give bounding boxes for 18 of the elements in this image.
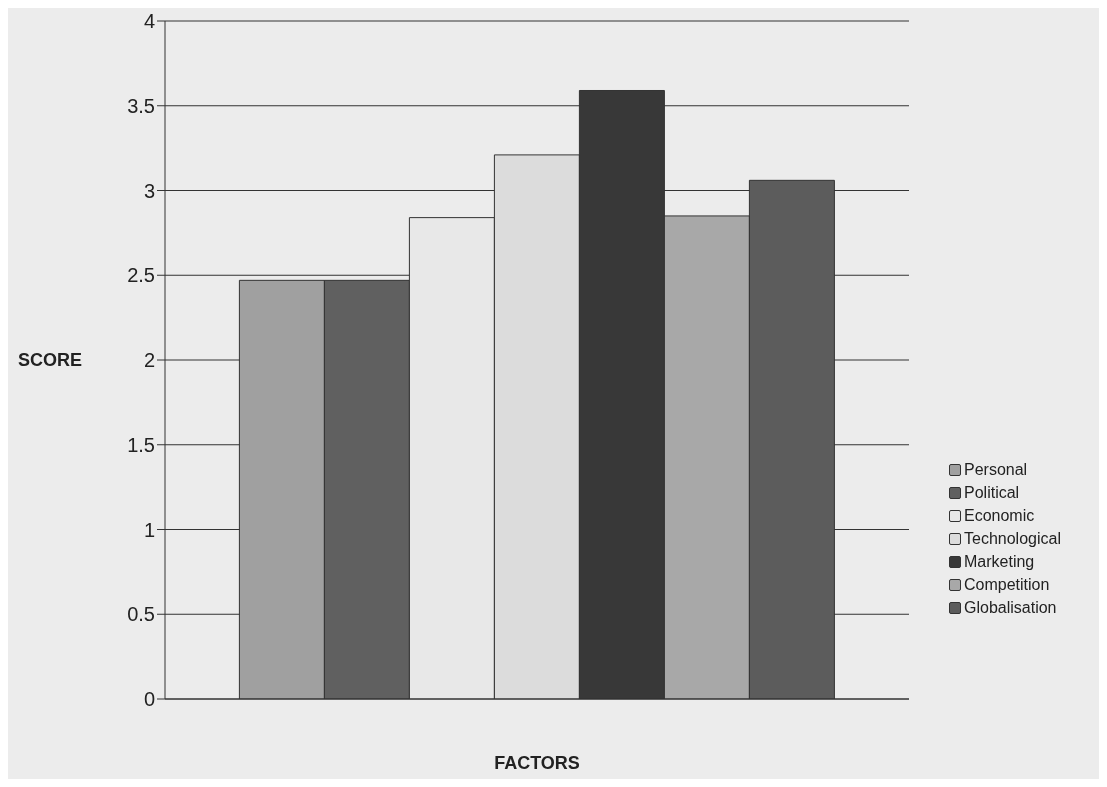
y-axis-title: SCORE xyxy=(18,350,83,370)
y-tick-label: 3 xyxy=(143,179,155,202)
legend-label: Political xyxy=(964,483,1020,501)
legend-label: Competition xyxy=(964,575,1050,593)
x-axis-title: FACTORS xyxy=(494,753,580,773)
y-tick-label: 0 xyxy=(143,688,155,711)
y-tick-label: 1.5 xyxy=(127,433,155,456)
y-tick-label: 2 xyxy=(143,349,155,372)
legend-label: Marketing xyxy=(964,552,1035,570)
legend-label: Globalisation xyxy=(964,598,1057,616)
y-tick-label: 0.5 xyxy=(127,603,155,626)
legend-label: Personal xyxy=(964,460,1028,478)
y-tick-label: 3.5 xyxy=(127,94,155,117)
y-tick-label: 1 xyxy=(143,518,155,541)
y-tick-label: 4 xyxy=(143,10,155,33)
y-tick-label: 2.5 xyxy=(127,264,155,287)
legend-label: Technological xyxy=(964,529,1061,547)
legend-label: Economic xyxy=(964,506,1035,524)
